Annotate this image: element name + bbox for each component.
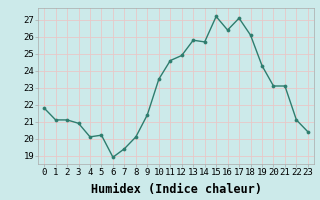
X-axis label: Humidex (Indice chaleur): Humidex (Indice chaleur) (91, 183, 261, 196)
